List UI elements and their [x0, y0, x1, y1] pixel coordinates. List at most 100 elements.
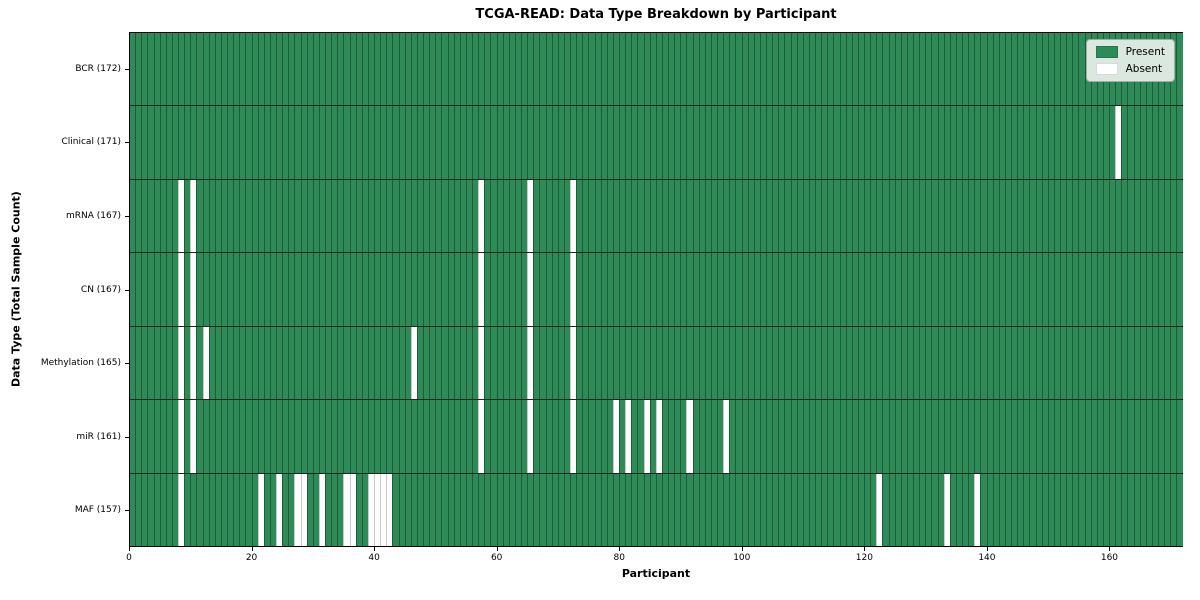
heatmap-cell [257, 253, 264, 326]
heatmap-cell [147, 326, 154, 400]
heatmap-cell [741, 179, 748, 253]
heatmap-cell [214, 326, 221, 400]
heatmap-cell [808, 326, 815, 400]
heatmap-cell [1023, 33, 1030, 106]
heatmap-cell [674, 473, 681, 546]
heatmap-cell [1066, 253, 1073, 326]
heatmap-cell [318, 33, 325, 106]
heatmap-cell [343, 179, 350, 253]
heatmap-cell [919, 106, 926, 179]
heatmap-cell [514, 473, 521, 546]
heatmap-cell [900, 179, 907, 253]
heatmap-cell [502, 473, 509, 546]
heatmap-cell [355, 106, 362, 179]
heatmap-cell [796, 400, 803, 473]
heatmap-cell [1078, 473, 1085, 546]
heatmap-cell [876, 106, 883, 179]
heatmap-cell [300, 253, 307, 326]
heatmap-cell [717, 326, 724, 400]
heatmap-cell [643, 473, 650, 546]
heatmap-cell [619, 400, 626, 473]
heatmap-cell [894, 253, 901, 326]
heatmap-cell [496, 473, 503, 546]
heatmap-cell [839, 400, 846, 473]
heatmap-cell [772, 473, 779, 546]
heatmap-cell [686, 326, 693, 400]
heatmap-cell [851, 33, 858, 106]
heatmap-cell [1053, 473, 1060, 546]
heatmap-cell [998, 400, 1005, 473]
heatmap-cell [913, 473, 920, 546]
heatmap-cell [753, 253, 760, 326]
heatmap-cell [423, 179, 430, 253]
heatmap-cell [833, 106, 840, 179]
heatmap-cell [1158, 473, 1165, 546]
heatmap-cell [925, 400, 932, 473]
heatmap-cell [913, 400, 920, 473]
heatmap-cell [717, 179, 724, 253]
heatmap-cell [986, 106, 993, 179]
heatmap-cell [1004, 326, 1011, 400]
heatmap-cell [1139, 400, 1146, 473]
heatmap-cell [539, 253, 546, 326]
heatmap-cell [349, 253, 356, 326]
heatmap-cell [851, 473, 858, 546]
heatmap-cell [380, 326, 387, 400]
heatmap-cell [1084, 253, 1091, 326]
heatmap-cell [827, 179, 834, 253]
heatmap-cell [986, 400, 993, 473]
heatmap-cell [527, 253, 534, 326]
heatmap-cell [594, 400, 601, 473]
heatmap-cell [263, 106, 270, 179]
heatmap-cell [864, 473, 871, 546]
heatmap-cell [521, 33, 528, 106]
heatmap-cell [1109, 473, 1116, 546]
heatmap-cell [508, 473, 515, 546]
heatmap-cell [165, 179, 172, 253]
heatmap-cell [704, 179, 711, 253]
heatmap-cell [668, 179, 675, 253]
heatmap-cell [1170, 106, 1177, 179]
heatmap-cell [416, 179, 423, 253]
heatmap-cell [484, 253, 491, 326]
heatmap-cell [435, 253, 442, 326]
heatmap-cell [527, 33, 534, 106]
heatmap-cell [337, 473, 344, 546]
heatmap-cell [165, 326, 172, 400]
heatmap-cell [435, 179, 442, 253]
heatmap-cell [931, 106, 938, 179]
heatmap-cell [906, 400, 913, 473]
heatmap-cell [864, 179, 871, 253]
heatmap-cell [423, 473, 430, 546]
heatmap-cell [962, 179, 969, 253]
heatmap-cell [1176, 326, 1183, 400]
heatmap-cell [130, 179, 136, 253]
heatmap-cell [821, 253, 828, 326]
heatmap-cell [171, 400, 178, 473]
heatmap-cell [1176, 253, 1183, 326]
heatmap-cell [619, 253, 626, 326]
heatmap-cell [227, 400, 234, 473]
heatmap-cell [619, 326, 626, 400]
heatmap-cell [1084, 106, 1091, 179]
heatmap-cell [392, 400, 399, 473]
heatmap-cell [490, 106, 497, 179]
heatmap-cell [557, 179, 564, 253]
heatmap-cell [606, 326, 613, 400]
heatmap-cell [753, 33, 760, 106]
heatmap-cell [441, 326, 448, 400]
heatmap-cell [318, 106, 325, 179]
heatmap-cell [882, 473, 889, 546]
heatmap-cell [404, 253, 411, 326]
heatmap-cell [576, 326, 583, 400]
heatmap-cell [606, 253, 613, 326]
heatmap-cell [1133, 106, 1140, 179]
heatmap-cell [637, 106, 644, 179]
heatmap-cell [747, 326, 754, 400]
heatmap-cell [943, 253, 950, 326]
heatmap-cell [802, 253, 809, 326]
heatmap-cell [827, 106, 834, 179]
heatmap-cell [1060, 106, 1067, 179]
heatmap-cell [533, 179, 540, 253]
heatmap-cell [821, 33, 828, 106]
